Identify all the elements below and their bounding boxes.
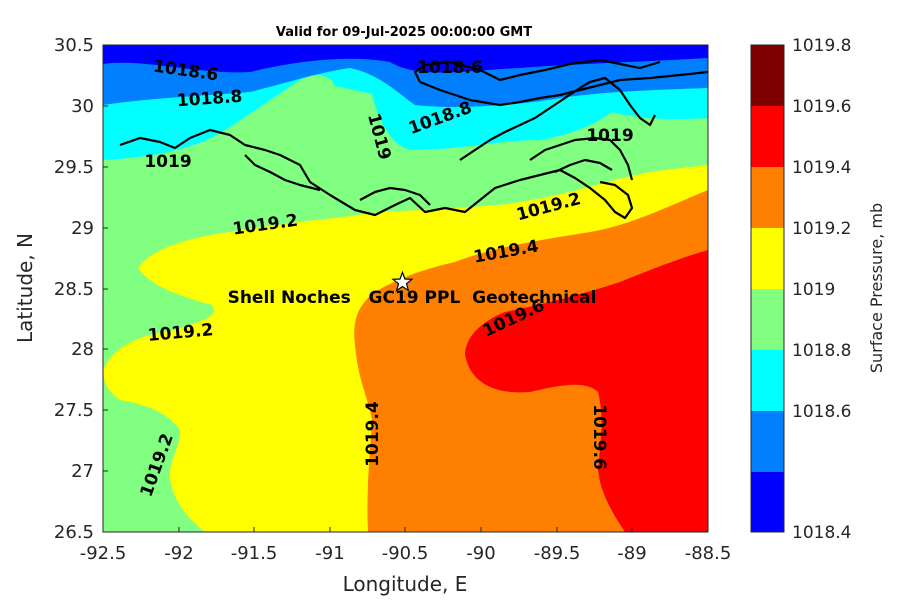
x-tick-label: -92 [164,543,193,564]
colorbar-tick: 1018.4 [792,523,851,543]
y-axis-label: Latitude, N [13,233,37,343]
y-tick-label: 29 [71,218,94,239]
x-tick-label: -90.5 [382,543,429,564]
colorbar-label: Surface Pressure, mb [867,203,886,373]
x-axis: -92.5 -92 -91.5 -91 -90.5 -90 -89.5 -89 … [80,527,732,596]
colorbar-band [751,472,784,532]
contour-label: 1019.4 [363,401,383,467]
colorbar-band [751,350,784,411]
site-star-marker [391,270,414,292]
contour-labels: 1018.6 1018.6 1018.8 1018.8 1019 1019 10… [137,57,634,500]
y-tick-label: 29.5 [54,157,94,178]
map-title: Valid for 09-Jul-2025 00:00:00 GMT [276,25,532,40]
x-tick-label: -89 [617,543,646,564]
x-tick-label: -91 [315,543,344,564]
contour-label: 1019.6 [589,404,609,470]
y-tick-label: 28.5 [54,279,94,300]
colorbar: 1019.8 1019.6 1019.4 1019.2 1019 1018.8 … [750,36,886,543]
colorbar-tick: 1019.6 [792,97,851,117]
colorbar-band [751,167,784,228]
colorbar-tick: 1018.6 [792,402,851,422]
contour-label: 1019 [144,152,191,172]
x-tick-label: -89.5 [534,543,581,564]
coastline [119,58,708,220]
x-tick-label: -92.5 [80,543,127,564]
y-axis: 30.5 30 29.5 29 28.5 28 27.5 27 26.5 Lat… [13,35,108,543]
colorbar-tick: 1019.4 [792,158,851,178]
colorbar-band [751,106,784,167]
site-annotation: Shell Noches GC19 PPL Geotechnical [228,270,597,308]
region-1019-6 [465,250,708,532]
x-tick-label: -91.5 [231,543,278,564]
colorbar-tick: 1019.8 [792,36,851,56]
colorbar-tick: 1018.8 [792,341,851,361]
site-label: Shell Noches GC19 PPL Geotechnical [228,288,597,308]
colorbar-tick: 1019.2 [792,219,851,239]
y-tick-label: 27.5 [54,400,94,421]
x-tick-label: -88.5 [685,543,732,564]
colorbar-band [751,228,784,289]
x-tick-label: -90 [466,543,495,564]
y-tick-label: 30 [71,96,94,117]
x-axis-label: Longitude, E [343,572,468,596]
y-tick-label: 27 [71,461,94,482]
y-tick-label: 30.5 [54,35,94,56]
colorbar-band [751,45,784,106]
contour-label: 1018.6 [417,58,483,78]
colorbar-band [751,289,784,350]
contour-fills [103,45,708,532]
y-tick-label: 28 [71,339,94,360]
colorbar-band [751,411,784,472]
colorbar-tick: 1019 [792,280,835,300]
contour-label: 1019 [586,126,633,146]
contour-label: 1018.8 [176,87,243,112]
y-tick-label: 26.5 [54,522,94,543]
